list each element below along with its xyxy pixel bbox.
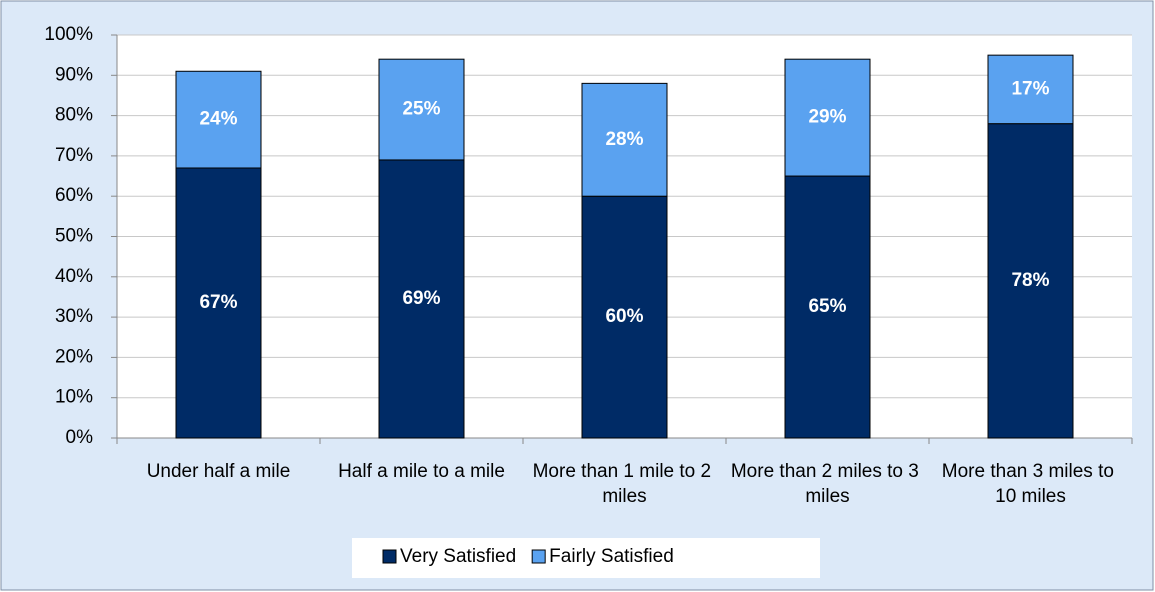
bar-segment: [581, 82, 668, 197]
x-tick-label: Under half a mile: [147, 461, 291, 482]
data-label: 69%: [402, 288, 440, 309]
data-label: 29%: [808, 107, 846, 128]
bar-segment: [378, 58, 465, 161]
y-tick-label: 10%: [55, 387, 93, 408]
data-label: 67%: [199, 292, 237, 313]
x-tick-label: More than 2 miles to 3 miles: [731, 461, 924, 507]
data-label: 78%: [1011, 270, 1049, 291]
y-tick-label: 60%: [55, 185, 93, 206]
y-tick-label: 90%: [55, 64, 93, 85]
data-label: 65%: [808, 296, 846, 317]
data-label: 28%: [605, 129, 643, 150]
x-tick-label: More than 3 miles to 10 miles: [942, 461, 1119, 507]
y-tick-label: 30%: [55, 306, 93, 327]
legend-label: Very Satisfied: [400, 546, 516, 567]
label-line: Half a mile to a mile: [338, 461, 505, 482]
bar-segment: [987, 123, 1074, 439]
bar-segment: [784, 175, 871, 439]
bar-segment: [987, 54, 1074, 125]
x-tick-label: More than 1 mile to 2 miles: [533, 461, 717, 507]
y-tick-label: 40%: [55, 266, 93, 287]
y-tick-label: 50%: [55, 226, 93, 247]
y-tick-label: 80%: [55, 105, 93, 126]
y-tick-label: 70%: [55, 145, 93, 166]
bar-segment: [784, 58, 871, 177]
bar-segment: [175, 70, 262, 169]
label-line: Under half a mile: [147, 461, 291, 482]
y-tick-label: 100%: [44, 24, 93, 45]
label-line: More than 1 mile to 2: [533, 461, 717, 482]
label-line: More than 2 miles to 3: [731, 461, 924, 482]
label-line: miles: [602, 486, 646, 507]
bar-segment: [581, 195, 668, 439]
bar-segment: [175, 167, 262, 439]
data-label: 60%: [605, 306, 643, 327]
legend-swatch: [531, 549, 546, 564]
legend-label: Fairly Satisfied: [549, 546, 674, 567]
label-line: miles: [805, 486, 849, 507]
label-line: 10 miles: [995, 486, 1066, 507]
data-label: 24%: [199, 109, 237, 130]
y-tick-label: 20%: [55, 346, 93, 367]
data-label: 25%: [402, 99, 440, 120]
legend-swatch: [382, 549, 397, 564]
bar-segment: [378, 159, 465, 439]
x-tick-label: Half a mile to a mile: [338, 461, 505, 482]
y-tick-label: 0%: [66, 427, 94, 448]
label-line: More than 3 miles to: [942, 461, 1119, 482]
legend-box: [352, 538, 820, 578]
data-label: 17%: [1011, 78, 1049, 99]
